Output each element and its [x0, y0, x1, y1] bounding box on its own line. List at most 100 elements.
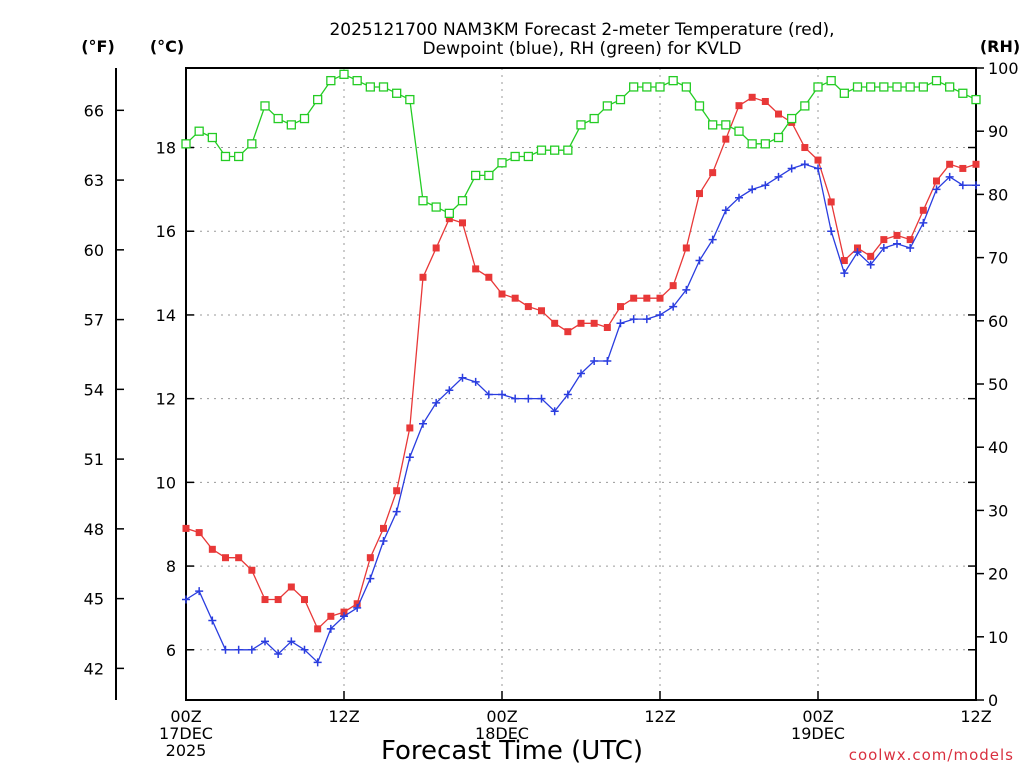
chart-title: 2025121700 NAM3KM Forecast 2-meter Tempe… [329, 20, 834, 40]
temperature-point [827, 198, 835, 206]
x-tick-label: 00Z [802, 707, 833, 726]
temperature-point [761, 97, 769, 105]
axes [115, 67, 984, 701]
rh-point [339, 69, 349, 79]
temperature-point [551, 319, 559, 327]
dewpoint-point [853, 248, 862, 257]
rh-tick-label: 90 [988, 122, 1008, 141]
temperature-point [445, 215, 453, 223]
dewpoint-point [379, 536, 388, 545]
chart-subtitle: Dewpoint (blue), RH (green) for KVLD [423, 39, 742, 59]
dewpoint-point [787, 164, 796, 173]
rh-point [326, 75, 336, 86]
dewpoint-point [814, 164, 822, 173]
rh-tick-label: 30 [988, 501, 1008, 520]
fahrenheit-tick-label: 42 [84, 659, 104, 678]
temperature-point [472, 265, 480, 273]
rh-point [234, 151, 244, 162]
temperature-point [617, 303, 624, 311]
temperature-point [261, 596, 269, 604]
temperature-point [893, 231, 901, 239]
x-tick-label: 2025 [166, 741, 207, 760]
celsius-tick-label: 14 [156, 306, 176, 325]
temperature-point [590, 319, 598, 327]
temperature-point [814, 156, 822, 164]
x-tick-label: 12Z [644, 707, 675, 726]
fahrenheit-tick-label: 63 [84, 171, 104, 190]
temperature-point [340, 608, 348, 616]
rh-point [642, 82, 652, 92]
dewpoint-point [326, 624, 335, 633]
rh-tick-label: 40 [988, 438, 1008, 457]
dewpoint-point [945, 172, 954, 181]
x-axis-label: Forecast Time (UTC) [381, 736, 643, 766]
rh-unit-label: (RH) [980, 37, 1020, 56]
rh-point [273, 113, 283, 124]
fahrenheit-tick-label: 66 [84, 101, 104, 120]
rh-point [826, 75, 836, 86]
temperature-point [406, 424, 414, 432]
credit-text: coolwx.com/models [849, 746, 1014, 764]
temperature-point [353, 600, 361, 608]
dewpoint-point [405, 453, 414, 462]
rh-point [313, 94, 323, 105]
rh-point [905, 82, 915, 92]
dewpoint-point [195, 587, 204, 596]
rh-point [655, 82, 665, 92]
temperature-point [867, 252, 875, 260]
rh-point [918, 82, 928, 92]
temperature-point [327, 612, 335, 620]
dewpoint-point [616, 319, 625, 328]
rh-point [945, 82, 955, 92]
dewpoint-point [287, 637, 296, 646]
temperature-point [208, 545, 216, 553]
temperature-point [511, 294, 519, 302]
temperature-point [419, 273, 427, 281]
dewpoint-point [498, 390, 506, 399]
dewpoint-series [182, 160, 980, 667]
rh-tick-label: 60 [988, 312, 1008, 331]
temperature-point [682, 244, 690, 252]
rh-tick-label: 50 [988, 375, 1008, 394]
rh-point [576, 120, 586, 130]
rh-point [971, 94, 981, 105]
temperature-point [972, 160, 980, 168]
temperature-point [906, 236, 914, 244]
rh-point [866, 82, 876, 92]
rh-point [181, 139, 191, 149]
temperature-point [248, 566, 256, 574]
fahrenheit-tick-label: 54 [84, 380, 104, 399]
temperature-point [524, 303, 532, 311]
rh-point [471, 170, 481, 181]
temperature-point [722, 135, 730, 143]
rh-point [405, 94, 415, 105]
x-tick-label: 12Z [960, 707, 991, 726]
temperature-point [880, 236, 888, 244]
celsius-tick-label: 10 [156, 473, 176, 492]
dewpoint-point [300, 645, 309, 654]
dewpoint-point [590, 356, 599, 365]
temperature-point [775, 110, 782, 118]
temperature-point [748, 93, 756, 101]
rh-point [879, 82, 889, 92]
rh-point [694, 101, 705, 111]
rh-point [418, 196, 428, 206]
temperature-point [696, 190, 703, 198]
rh-point [457, 196, 468, 206]
x-tick-label: 00Z [170, 707, 201, 726]
dewpoint-point [432, 398, 441, 407]
rh-point [510, 151, 520, 162]
rh-point [892, 82, 902, 92]
x-tick-label: 18DEC [475, 724, 529, 743]
rh-point [523, 151, 533, 162]
temperature-point [301, 596, 308, 604]
dewpoint-point [563, 390, 572, 399]
dewpoint-point [392, 507, 401, 516]
temperature-point [498, 290, 506, 298]
fahrenheit-unit-label: (°F) [81, 37, 115, 56]
dewpoint-point [577, 369, 585, 378]
dewpoint-point [340, 612, 348, 621]
rh-point [629, 82, 639, 92]
dewpoint-point [458, 373, 467, 382]
